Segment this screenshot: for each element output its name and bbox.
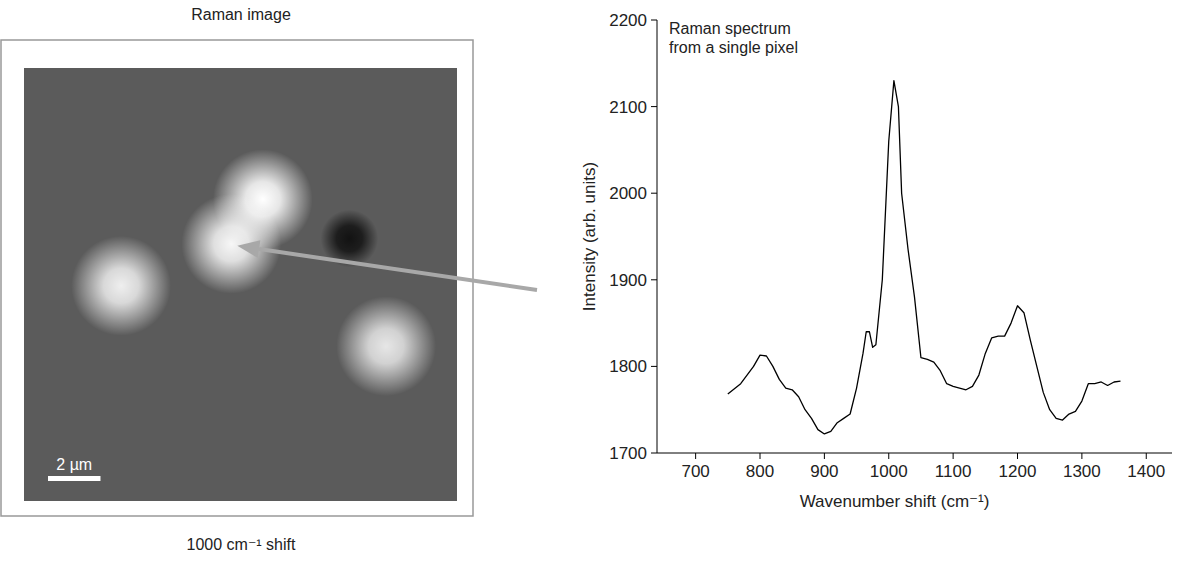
bright-spot xyxy=(71,236,171,336)
y-tick xyxy=(651,20,657,21)
y-tick xyxy=(651,366,657,367)
x-tick xyxy=(824,453,825,459)
x-tick-label: 1400 xyxy=(1127,462,1165,481)
y-tick-label: 2200 xyxy=(609,11,647,30)
x-tick xyxy=(888,453,889,459)
plot-area xyxy=(728,81,1121,434)
figure: Raman image 2 µm 1000 cm⁻¹ shift 700 800 900 1… xyxy=(0,0,1182,561)
image-frame xyxy=(1,40,473,516)
y-axis xyxy=(657,20,658,453)
x-axis-title: Wavenumber shift (cm⁻¹) xyxy=(800,492,990,511)
pointer-arrow-head xyxy=(237,240,260,258)
y-tick-label: 2100 xyxy=(609,98,647,117)
annotation: from a single pixel xyxy=(669,39,798,56)
annotation: Raman spectrum xyxy=(669,20,791,37)
x-tick-label: 1100 xyxy=(935,462,972,481)
y-tick xyxy=(651,193,657,194)
y-tick-label: 1700 xyxy=(609,444,647,463)
x-tick-label: 800 xyxy=(746,462,774,481)
x-tick-label: 700 xyxy=(681,462,709,481)
image-title: Raman image xyxy=(191,6,291,23)
y-tick xyxy=(651,106,657,107)
x-tick xyxy=(695,453,696,459)
image-spots xyxy=(71,149,436,396)
x-tick xyxy=(953,453,954,459)
y-tick-label: 1900 xyxy=(609,271,647,290)
x-tick xyxy=(1017,453,1018,459)
bright-spot xyxy=(181,194,281,294)
y-tick-label: 2000 xyxy=(609,184,647,203)
x-tick-label: 1300 xyxy=(1063,462,1101,481)
scale-bar xyxy=(48,476,100,481)
pointer-arrow xyxy=(259,249,537,290)
x-axis xyxy=(657,453,1172,454)
image-background xyxy=(24,68,457,501)
bright-spot xyxy=(336,296,436,396)
image-caption: 1000 cm⁻¹ shift xyxy=(187,536,296,553)
x-tick xyxy=(1081,453,1082,459)
x-tick-label: 1000 xyxy=(870,462,908,481)
y-tick xyxy=(651,279,657,280)
y-axis-title: Intensity (arb. units) xyxy=(580,162,599,311)
x-tick xyxy=(1146,453,1147,459)
axes: 700 800 900 1000 1100 1200 1300 1400 1700 1800 190… xyxy=(609,11,1172,481)
y-tick-label: 1800 xyxy=(609,357,647,376)
y-tick xyxy=(651,453,657,454)
spectrum-line xyxy=(728,81,1121,434)
x-tick xyxy=(760,453,761,459)
x-tick-label: 1200 xyxy=(999,462,1037,481)
scale-bar-label: 2 µm xyxy=(56,456,92,473)
x-tick-label: 900 xyxy=(810,462,838,481)
